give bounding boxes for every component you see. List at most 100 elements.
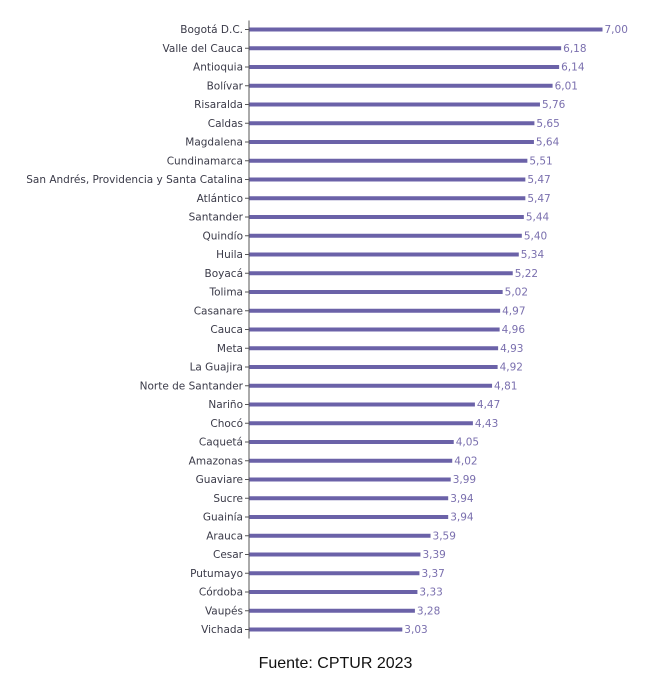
category-label: San Andrés, Providencia y Santa Catalina [26, 174, 243, 186]
value-label: 3,33 [419, 587, 442, 599]
category-label: Magdalena [185, 137, 243, 149]
category-label: Cundinamarca [167, 155, 243, 167]
category-label: Bolívar [207, 80, 244, 92]
bar-chart: Bogotá D.C. Valle del Cauca Antioquia Bolív… [26, 20, 628, 639]
bar [249, 346, 499, 351]
bar [249, 215, 524, 219]
value-label: 3,37 [421, 568, 444, 580]
value-label: 3,39 [422, 549, 445, 561]
category-label: Cesar [213, 549, 244, 561]
bar [249, 83, 553, 88]
bar [249, 233, 522, 238]
bar [249, 421, 473, 426]
bar [249, 290, 503, 294]
value-label: 4,97 [502, 305, 525, 317]
category-label: Atlántico [197, 193, 243, 205]
bar [249, 102, 540, 107]
bar [249, 177, 526, 182]
value-label: 5,76 [542, 99, 566, 111]
bar [249, 327, 500, 332]
bar [249, 515, 449, 519]
bar [249, 365, 498, 369]
bar [249, 608, 415, 613]
category-label: Quindío [203, 230, 244, 242]
bar [249, 308, 501, 313]
bar [249, 65, 560, 69]
category-label: Chocó [210, 418, 243, 430]
bar [249, 571, 420, 576]
category-label: Caquetá [199, 437, 243, 449]
value-label: 5,44 [526, 212, 550, 224]
category-label: Nariño [208, 399, 243, 411]
value-label: 3,94 [450, 493, 474, 505]
value-label: 5,47 [527, 174, 550, 186]
bar [249, 196, 526, 201]
category-label: Boyacá [205, 268, 243, 280]
value-label: 4,47 [477, 399, 500, 411]
category-label: Vaupés [205, 605, 243, 617]
bar [249, 271, 513, 276]
value-label: 3,03 [404, 624, 427, 636]
bar [249, 252, 519, 257]
value-label: 4,81 [494, 380, 517, 392]
category-label: Sucre [213, 493, 243, 505]
bar [249, 121, 535, 126]
value-label: 4,05 [456, 437, 479, 449]
value-label: 7,00 [605, 24, 628, 36]
category-label: Norte de Santander [140, 380, 244, 392]
bar [249, 383, 493, 388]
category-label: Tolima [208, 287, 243, 299]
category-label: Córdoba [199, 587, 243, 599]
bar [249, 440, 454, 444]
value-label: 5,34 [521, 249, 545, 261]
value-label: 4,92 [500, 362, 523, 374]
value-label: 6,01 [555, 80, 578, 92]
bar [249, 140, 534, 144]
value-label: 5,47 [527, 193, 550, 205]
category-label: Santander [189, 212, 244, 224]
value-label: 3,59 [433, 530, 456, 542]
bar [249, 477, 451, 482]
bar [249, 402, 475, 407]
category-label: Arauca [206, 530, 243, 542]
value-label: 5,64 [536, 137, 560, 149]
bar [249, 627, 403, 632]
source-note: Fuente: CPTUR 2023 [258, 655, 413, 672]
category-label: Guaviare [196, 474, 243, 486]
value-label: 4,93 [500, 343, 523, 355]
bar [249, 496, 449, 501]
category-label: Caldas [208, 118, 243, 130]
bar [249, 158, 528, 163]
category-label: Vichada [201, 624, 243, 636]
value-label: 5,51 [529, 155, 552, 167]
bar [249, 46, 562, 51]
category-label: Amazonas [189, 455, 243, 467]
value-label: 3,94 [450, 512, 474, 524]
category-label: Putumayo [190, 568, 243, 580]
value-label: 4,96 [502, 324, 526, 336]
value-label: 3,99 [453, 474, 476, 486]
bar [249, 533, 431, 538]
category-label: Meta [217, 343, 243, 355]
category-label: La Guajira [190, 362, 243, 374]
category-label: Valle del Cauca [163, 43, 243, 55]
category-label: Bogotá D.C. [180, 24, 243, 36]
value-label: 4,02 [454, 455, 477, 467]
value-label: 6,14 [561, 62, 585, 74]
value-label: 3,28 [417, 605, 440, 617]
value-label: 5,40 [524, 230, 547, 242]
bar [249, 27, 603, 32]
category-label: Cauca [210, 324, 243, 336]
category-label: Huila [216, 249, 243, 261]
category-label: Risaralda [194, 99, 243, 111]
value-label: 5,22 [515, 268, 538, 280]
category-label: Antioquia [193, 62, 243, 74]
bar [249, 590, 418, 594]
category-label: Guainía [203, 512, 243, 524]
value-label: 5,02 [505, 287, 528, 299]
bar [249, 458, 453, 463]
value-label: 5,65 [536, 118, 559, 130]
bar [249, 552, 421, 557]
value-label: 4,43 [475, 418, 498, 430]
value-label: 6,18 [563, 43, 586, 55]
